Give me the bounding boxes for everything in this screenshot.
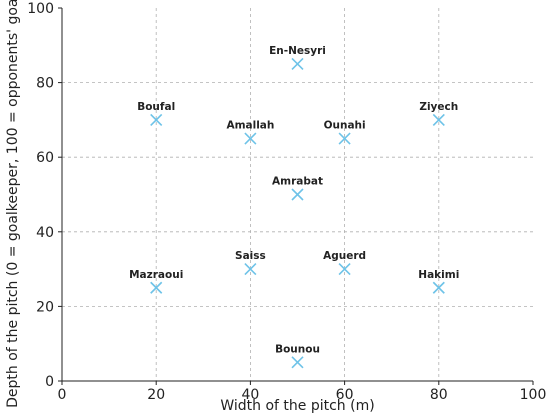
point-label: Boufal: [137, 101, 175, 113]
grid: [62, 8, 533, 381]
axes: [61, 8, 533, 382]
data-point-marker: [338, 263, 351, 276]
y-tick-label: 100: [27, 1, 54, 17]
marker-stroke: [150, 113, 163, 126]
point-label: Amrabat: [272, 176, 323, 188]
data-point-marker: [150, 113, 163, 126]
marker-stroke: [244, 263, 257, 276]
marker-stroke: [338, 132, 351, 145]
data-point-marker: [244, 132, 257, 145]
marker-stroke: [432, 113, 445, 126]
marker-stroke: [150, 281, 163, 294]
data-point-marker: [432, 113, 445, 126]
x-tick-label: 80: [430, 387, 448, 403]
point-label: Hakimi: [418, 269, 459, 281]
data-point-marker: [291, 57, 304, 71]
data-point-marker: [338, 132, 351, 145]
x-tick-label: 20: [147, 387, 165, 403]
x-tick-label: 100: [520, 387, 547, 403]
point-labels: Bounou Mazraoui Saiss Aguerd Hakimi Amrabat Am…: [129, 45, 459, 355]
point-label: Ziyech: [419, 101, 458, 113]
data-point-marker: [244, 263, 257, 276]
point-label: Ounahi: [324, 120, 366, 132]
point-label: Amallah: [226, 120, 274, 132]
x-tick-label: 40: [241, 387, 259, 403]
point-label: Bounou: [275, 343, 320, 355]
y-tick-label: 60: [36, 150, 54, 166]
marker-stroke: [338, 263, 351, 276]
data-point-marker: [432, 281, 445, 294]
y-tick-label: 40: [36, 225, 54, 241]
point-label: Mazraoui: [129, 269, 183, 281]
y-axis-label: Depth of the pitch (0 = goalkeeper, 100 …: [5, 0, 21, 408]
point-label: Aguerd: [323, 250, 366, 262]
data-point-marker: [291, 188, 304, 201]
marker-stroke: [291, 356, 304, 369]
point-label: Saiss: [235, 250, 266, 262]
marker-stroke: [244, 132, 257, 145]
marker-stroke: [291, 188, 304, 201]
marker-stroke: [432, 281, 445, 294]
y-tick-label: 80: [36, 76, 54, 92]
point-label: En-Nesyri: [269, 45, 326, 57]
x-axis-label: Width of the pitch (m): [220, 398, 374, 414]
y-tick-label: 0: [45, 374, 54, 390]
data-point-marker: [150, 281, 163, 294]
data-point-marker: [291, 356, 304, 369]
x-tick-label: 0: [58, 387, 67, 403]
marker-stroke: [291, 57, 304, 71]
ticks: 0 20 40 60 80 100 0 20 40 60 80 100: [27, 1, 546, 403]
y-tick-label: 20: [36, 299, 54, 315]
data-points: [150, 57, 445, 369]
x-tick-label: 60: [336, 387, 354, 403]
